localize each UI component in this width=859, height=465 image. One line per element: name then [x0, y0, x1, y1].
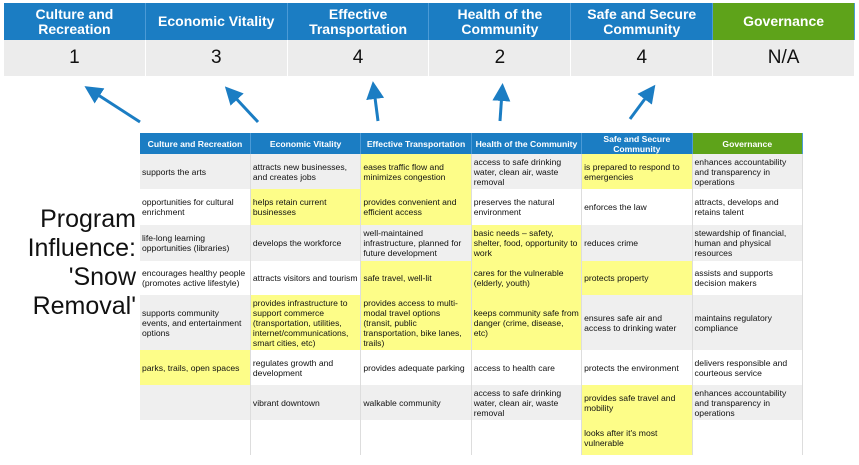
arrow-icon	[366, 81, 385, 122]
arrow-icon	[628, 84, 656, 120]
summary-value: 4	[287, 40, 430, 76]
column-header: Safe and Secure Community	[581, 133, 693, 154]
table-cell: parks, trails, open spaces	[140, 350, 251, 385]
table-row: vibrant downtown walkable community access…	[140, 385, 804, 420]
table-cell: provides safe travel and mobility	[581, 385, 693, 420]
table-cell: looks after it's most vulnerable	[581, 420, 693, 455]
summary-header: Governance	[713, 3, 855, 40]
table-cell: walkable community	[360, 385, 472, 420]
column-header: Governance	[692, 133, 804, 154]
summary-value: 1	[4, 40, 146, 76]
influence-matrix: Culture and Recreation Economic Vitality E…	[140, 133, 804, 455]
table-cell: regulates growth and development	[250, 350, 362, 385]
table-cell: stewardship of financial, human and phys…	[692, 225, 804, 261]
table-cell: develops the workforce	[250, 225, 362, 261]
column-header: Health of the Community	[471, 133, 583, 154]
table-row: looks after it's most vulnerable	[140, 420, 804, 455]
table-cell: basic needs – safety, shelter, food, opp…	[471, 225, 583, 261]
summary-value: 4	[571, 40, 714, 76]
table-cell: protects property	[581, 261, 693, 295]
table-cell: enforces the law	[581, 189, 693, 225]
table-row: supports the arts attracts new businesses…	[140, 154, 804, 189]
table-cell: provides access to multi-modal travel op…	[360, 295, 472, 350]
table-row: supports community events, and entertain…	[140, 295, 804, 350]
arrow-icon	[84, 86, 141, 124]
matrix-header-row: Culture and Recreation Economic Vitality E…	[140, 133, 804, 154]
table-cell: access to safe drinking water, clean air…	[471, 154, 583, 189]
table-cell	[360, 420, 472, 455]
table-cell: cares for the vulnerable (elderly, youth…	[471, 261, 583, 295]
summary-header: Safe and Secure Community	[571, 3, 714, 40]
table-cell: provides infrastructure to support comme…	[250, 295, 362, 350]
table-row: encourages healthy people (promotes acti…	[140, 261, 804, 295]
table-cell: attracts new businesses, and creates job…	[250, 154, 362, 189]
table-cell: delivers responsible and courteous servi…	[692, 350, 804, 385]
table-row: parks, trails, open spaces regulates grow…	[140, 350, 804, 385]
table-cell: preserves the natural environment	[471, 189, 583, 225]
table-row: life-long learning opportunities (librar…	[140, 225, 804, 261]
table-cell: attracts, develops and retains talent	[692, 189, 804, 225]
table-cell	[140, 385, 251, 420]
table-cell: supports the arts	[140, 154, 251, 189]
program-influence-label: Program Influence: 'Snow Removal'	[27, 205, 136, 320]
table-cell	[692, 420, 804, 455]
table-cell: enhances accountability and transparency…	[692, 385, 804, 420]
table-cell: attracts visitors and tourism	[250, 261, 362, 295]
table-cell: reduces crime	[581, 225, 693, 261]
arrow-icon	[224, 86, 260, 124]
summary-value: 2	[429, 40, 572, 76]
table-cell: eases traffic flow and minimizes congest…	[360, 154, 472, 189]
table-cell: keeps community safe from danger (crime,…	[471, 295, 583, 350]
table-cell: protects the environment	[581, 350, 693, 385]
summary-header: Culture and Recreation	[4, 3, 146, 40]
table-cell	[250, 420, 362, 455]
table-cell: enhances accountability and transparency…	[692, 154, 804, 189]
table-cell: encourages healthy people (promotes acti…	[140, 261, 251, 295]
table-row: opportunities for cultural enrichment hel…	[140, 189, 804, 225]
table-cell: assists and supports decision makers	[692, 261, 804, 295]
table-cell: vibrant downtown	[250, 385, 362, 420]
column-header: Effective Transportation	[360, 133, 472, 154]
table-cell: provides adequate parking	[360, 350, 472, 385]
table-cell: opportunities for cultural enrichment	[140, 189, 251, 225]
summary-header: Effective Transportation	[287, 3, 430, 40]
summary-header: Health of the Community	[429, 3, 572, 40]
table-cell: access to safe drinking water, clean air…	[471, 385, 583, 420]
table-cell: helps retain current businesses	[250, 189, 362, 225]
summary-scores: Culture and Recreation Economic Vitality E…	[4, 3, 855, 76]
table-cell: safe travel, well-lit	[360, 261, 472, 295]
table-cell: well-maintained infrastructure, planned …	[360, 225, 472, 261]
table-cell: is prepared to respond to emergencies	[581, 154, 693, 189]
column-header: Economic Vitality	[250, 133, 362, 154]
table-cell	[140, 420, 251, 455]
summary-value: N/A	[713, 40, 855, 76]
arrow-icon	[492, 83, 511, 122]
table-cell: life-long learning opportunities (librar…	[140, 225, 251, 261]
table-cell: supports community events, and entertain…	[140, 295, 251, 350]
column-header: Culture and Recreation	[140, 133, 251, 154]
table-cell	[471, 420, 583, 455]
table-cell: provides convenient and efficient access	[360, 189, 472, 225]
table-cell: ensures safe air and access to drinking …	[581, 295, 693, 350]
summary-value: 3	[145, 40, 288, 76]
table-cell: access to health care	[471, 350, 583, 385]
summary-header: Economic Vitality	[145, 3, 288, 40]
table-cell: maintains regulatory compliance	[692, 295, 804, 350]
